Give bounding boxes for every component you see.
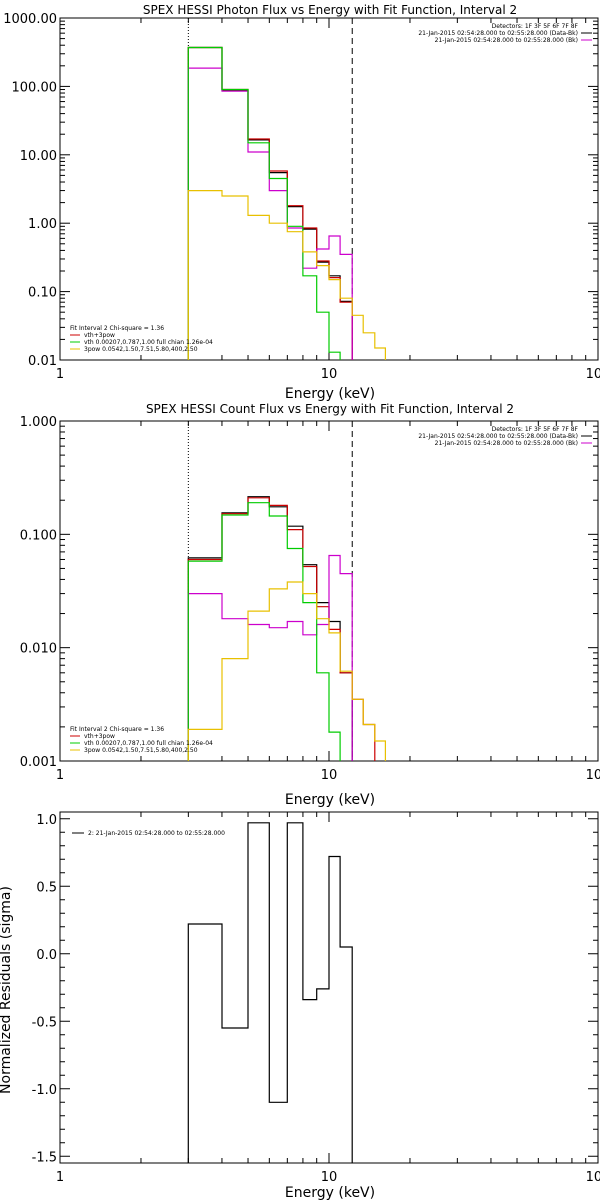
legend-entry: Fit Interval 2 Chi-square = 1.36	[70, 325, 164, 332]
y-tick-label: -1.0	[32, 1083, 57, 1098]
x-tick-label: 1	[56, 768, 64, 783]
x-tick-label: 10	[321, 367, 338, 382]
x-tick-label: 10	[321, 768, 338, 783]
legend-entry: vth 0.00207,0.787,1.00 full chian 1.26e-…	[84, 740, 213, 747]
count-flux-title: SPEX HESSI Count Flux vs Energy with Fit…	[146, 402, 514, 416]
series-vth	[187, 502, 341, 761]
y-tick-label: 0.01	[28, 354, 57, 369]
y-tick-label: 0.010	[20, 642, 57, 657]
y-tick-label: 1.000	[20, 415, 57, 430]
count-flux-xlabel: Energy (keV)	[285, 792, 375, 808]
x-tick-label: 1	[56, 1170, 64, 1185]
series-vth-3pow	[187, 497, 376, 761]
legend-entry: Detectors: 1F 3F 5F 6F 7F 8F	[492, 23, 579, 30]
y-tick-label: 10.00	[20, 149, 57, 164]
series-2-21-jan-2015-02-54-28-000-to-02-55-28-000	[187, 822, 353, 1163]
y-tick-label: 0.10	[28, 286, 57, 301]
y-tick-label: 100.00	[12, 80, 58, 95]
residuals-xlabel: Energy (keV)	[285, 1185, 375, 1200]
y-tick-label: 1.0	[36, 813, 57, 828]
y-tick-label: -1.5	[32, 1150, 57, 1165]
x-tick-label: 1	[56, 367, 64, 382]
y-tick-label: 1000.00	[3, 12, 57, 27]
plot-frame	[59, 17, 599, 361]
count-flux-panel: SPEX HESSI Count Flux vs Energy with Fit…	[20, 402, 600, 808]
x-tick-label: 100	[586, 1170, 600, 1185]
legend-entry: 2: 21-Jan-2015 02:54:28.000 to 02:55:28.…	[88, 830, 225, 837]
y-tick-label: 0.0	[36, 948, 57, 963]
count-flux-plot-area: 1 10 100 0.001 0.010 0.100 1.000 Detectors: 1F …	[20, 415, 600, 783]
y-tick-label: 0.001	[20, 755, 57, 770]
photon-flux-plot-area: 1 10 100 0.01 0.10 1.00 10.00 100.00 1000.00 Dete…	[3, 12, 600, 382]
photon-flux-xlabel: Energy (keV)	[285, 386, 375, 402]
series-vth-3pow	[187, 46, 353, 360]
residuals-plot-area: 1 10 100 -1.5 -1.0 -0.5 0.0 0.5 1.0 2: 21-Jan-201…	[32, 811, 600, 1185]
legend-entry: vth+3pow	[84, 733, 115, 740]
series-data-bk	[187, 496, 353, 761]
legend-entry: 21-Jan-2015 02:54:28.000 to 02:55:28.000…	[418, 30, 578, 37]
y-tick-label: 0.100	[20, 528, 57, 543]
legend-entry: 21-Jan-2015 02:54:28.000 to 02:55:28.000…	[435, 37, 578, 44]
residuals-panel: Energy (keV) Normalized Residuals (sigma…	[0, 811, 600, 1200]
y-tick-label: 0.5	[36, 880, 57, 895]
legend-entry: 3pow 0.0542,1.50,7.51,5.80,400,2.50	[84, 747, 198, 754]
legend-entry: 21-Jan-2015 02:54:28.000 to 02:55:28.000…	[418, 433, 578, 440]
series-bk	[187, 67, 353, 360]
y-tick-label: 1.00	[28, 217, 57, 232]
residuals-ylabel: Normalized Residuals (sigma)	[0, 886, 14, 1094]
photon-flux-title: SPEX HESSI Photon Flux vs Energy with Fi…	[143, 3, 517, 17]
legend-entry: 21-Jan-2015 02:54:28.000 to 02:55:28.000…	[435, 440, 578, 447]
series-vth	[187, 46, 341, 360]
series-data-bk	[187, 46, 353, 360]
series-3pow	[187, 581, 386, 761]
series-3pow	[187, 190, 386, 360]
y-tick-label: -0.5	[32, 1015, 57, 1030]
legend-entry: Fit Interval 2 Chi-square = 1.36	[70, 726, 164, 733]
x-tick-label: 100	[586, 768, 600, 783]
photon-flux-panel: SPEX HESSI Photon Flux vs Energy with Fi…	[3, 3, 600, 402]
x-tick-label: 100	[586, 367, 600, 382]
x-tick-label: 10	[321, 1170, 338, 1185]
series-bk	[187, 554, 353, 761]
legend-entry: Detectors: 1F 3F 5F 6F 7F 8F	[492, 426, 579, 433]
legend-entry: vth+3pow	[84, 332, 115, 339]
legend-entry: vth 0.00207,0.787,1.00 full chian 1.26e-…	[84, 339, 213, 346]
legend-entry: 3pow 0.0542,1.50,7.51,5.80,400,2.50	[84, 346, 198, 353]
